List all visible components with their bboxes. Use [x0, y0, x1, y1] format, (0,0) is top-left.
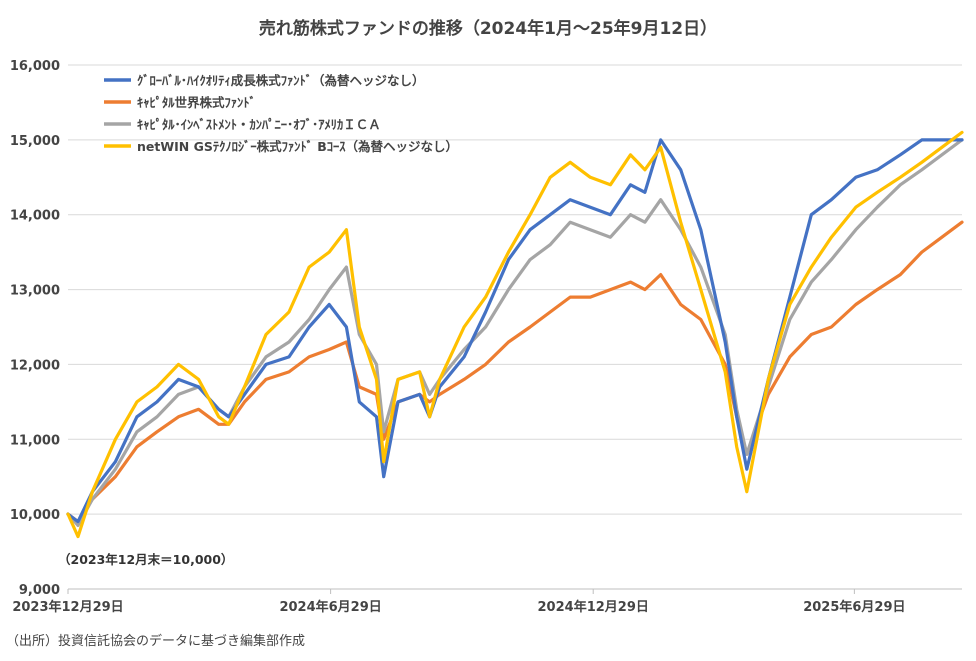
series-line-4: [66, 130, 964, 539]
source-note: （出所）投資信託協会のデータに基づき編集部作成: [6, 633, 305, 649]
x-tick-label: 2024年6月29日: [279, 599, 381, 615]
chart-title: 売れ筋株式ファンドの推移（2024年1月～25年9月12日）: [259, 18, 717, 39]
y-tick-label: 9,000: [19, 583, 60, 598]
y-tick-label: 11,000: [10, 433, 60, 448]
y-tick-label: 13,000: [10, 284, 60, 299]
x-axis-ticks: 2023年12月29日 2024年6月29日 2024年12月29日 2025年6月2…: [12, 589, 906, 615]
y-axis-ticks: 9,000 10,000 11,000 12,000 13,000 14,000 15,00…: [10, 59, 60, 598]
series-line-1: [66, 138, 964, 524]
legend: ｸﾞﾛｰﾊﾞﾙ･ﾊｲｸｵﾘﾃｨ成長株式ﾌｧﾝﾄﾞ（為替ヘッジなし） ｷｬﾋﾟﾀﾙ世…: [104, 73, 458, 154]
x-tick-label: 2023年12月29日: [12, 599, 123, 615]
base-note: （2023年12月末＝10,000）: [58, 552, 233, 567]
y-tick-label: 14,000: [10, 209, 60, 224]
legend-label: ｷｬﾋﾟﾀﾙ･ｲﾝﾍﾞｽﾄﾒﾝﾄ・ｶﾝﾊﾟﾆｰ･ｵﾌﾞ･ｱﾒﾘｶＩＣＡ: [137, 117, 381, 132]
series-line-3: [66, 138, 964, 528]
series-line-2: [66, 220, 964, 524]
series-lines: [66, 130, 964, 539]
x-tick-label: 2025年6月29日: [803, 599, 905, 615]
y-tick-label: 15,000: [10, 134, 60, 149]
legend-label: ｷｬﾋﾟﾀﾙ世界株式ﾌｧﾝﾄﾞ: [137, 95, 256, 110]
legend-label: netWIN GSﾃｸﾉﾛｼﾞｰ株式ﾌｧﾝﾄﾞ Bｺｰｽ（為替ヘッジなし）: [137, 139, 458, 154]
legend-label: ｸﾞﾛｰﾊﾞﾙ･ﾊｲｸｵﾘﾃｨ成長株式ﾌｧﾝﾄﾞ（為替ヘッジなし）: [137, 73, 425, 88]
y-tick-label: 16,000: [10, 59, 60, 74]
x-tick-label: 2024年12月29日: [538, 599, 649, 615]
grid: [68, 64, 962, 590]
y-tick-label: 12,000: [10, 358, 60, 373]
y-tick-label: 10,000: [10, 508, 60, 523]
